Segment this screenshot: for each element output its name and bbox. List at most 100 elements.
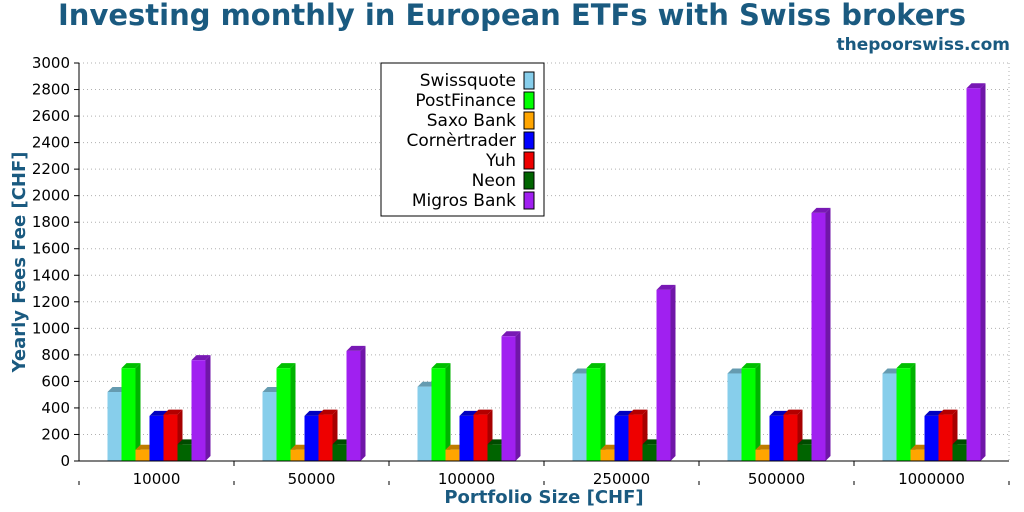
y-tick-label: 1000 — [32, 319, 70, 337]
bar-front — [896, 368, 911, 461]
bar-front — [797, 444, 812, 461]
bar-front — [600, 449, 615, 461]
y-tick-label: 200 — [41, 425, 70, 443]
bar-top — [276, 363, 296, 369]
bar-top — [473, 409, 493, 415]
legend-swatch — [523, 151, 535, 170]
bar-front — [882, 373, 897, 461]
bar-front — [769, 415, 784, 461]
bar — [473, 409, 493, 461]
y-tick-label: 2200 — [32, 160, 70, 178]
bar-front — [910, 449, 925, 461]
y-tick-label: 3000 — [32, 54, 70, 72]
bar-front — [135, 449, 150, 461]
bar — [501, 331, 521, 461]
bar-front — [656, 289, 671, 461]
bar-front — [966, 88, 981, 461]
y-tick-label: 0 — [60, 452, 70, 470]
bar-front — [191, 360, 206, 461]
x-axis-label: Portfolio Size [CHF] — [444, 487, 643, 508]
bar-top — [896, 363, 916, 369]
bar-front — [642, 444, 657, 461]
bar-front — [938, 414, 953, 461]
bar-top — [783, 409, 803, 415]
bar-front — [783, 414, 798, 461]
bar-front — [121, 368, 136, 461]
bar — [938, 409, 958, 461]
bar-front — [177, 444, 192, 461]
bar-front — [445, 449, 460, 461]
bar-side — [515, 331, 521, 461]
bar-front — [487, 444, 502, 461]
y-tick-label: 2800 — [32, 81, 70, 99]
bar-side — [205, 355, 211, 461]
x-tick-label: 500000 — [748, 470, 805, 488]
bar-front — [755, 449, 770, 461]
y-tick-label: 800 — [41, 346, 70, 364]
y-tick-label: 1600 — [32, 240, 70, 258]
site-watermark: thepoorswiss.com — [836, 35, 1011, 55]
bar-top — [318, 409, 338, 415]
y-tick-label: 400 — [41, 399, 70, 417]
bar-top — [586, 363, 606, 369]
bar — [346, 345, 366, 461]
bar-front — [304, 415, 319, 461]
chart-title: Investing monthly in European ETFs with … — [58, 0, 966, 32]
bar — [966, 83, 986, 461]
bar-front — [262, 392, 277, 461]
x-tick-label: 10000 — [133, 470, 181, 488]
bar-front — [107, 392, 122, 461]
legend-label: Saxo Bank — [427, 111, 516, 131]
bar-side — [910, 363, 916, 461]
y-tick-label: 2600 — [32, 107, 70, 125]
legend-swatch — [523, 191, 535, 210]
bar-top — [191, 355, 211, 361]
bar-top — [163, 409, 183, 415]
bar-front — [741, 368, 756, 461]
bar-top — [811, 207, 831, 213]
bar-front — [586, 368, 601, 461]
bar — [811, 207, 831, 461]
bar-top — [741, 363, 761, 369]
bars — [107, 83, 986, 461]
bar-top — [656, 284, 676, 290]
legend-swatch — [523, 71, 535, 90]
x-tick-label: 250000 — [593, 470, 650, 488]
legend-label: Swissquote — [420, 71, 516, 91]
bar-front — [459, 415, 474, 461]
bar — [656, 284, 676, 461]
bar — [121, 363, 141, 461]
y-tick-label: 2400 — [32, 134, 70, 152]
bar-side — [360, 345, 366, 461]
bar-side — [445, 363, 451, 461]
bar-top — [938, 409, 958, 415]
x-tick-label: 1000000 — [898, 470, 965, 488]
bar-front — [811, 212, 826, 461]
bar-front — [276, 368, 291, 461]
x-tick-label: 100000 — [438, 470, 495, 488]
bar — [163, 409, 183, 461]
bar-front — [572, 373, 587, 461]
bar-front — [417, 386, 432, 461]
bar — [628, 409, 648, 461]
y-tick-label: 1200 — [32, 293, 70, 311]
bar-front — [952, 444, 967, 461]
bar-front — [163, 414, 178, 461]
bar-side — [825, 207, 831, 461]
legend-swatch — [523, 91, 535, 110]
bar-side — [290, 363, 296, 461]
bar-front — [346, 350, 361, 461]
legend-label: Yuh — [485, 151, 516, 171]
y-tick-label: 1800 — [32, 213, 70, 231]
bar-top — [431, 363, 451, 369]
bar-front — [924, 415, 939, 461]
bar — [191, 355, 211, 461]
bar-side — [600, 363, 606, 461]
bar-front — [614, 415, 629, 461]
legend-swatch — [523, 111, 535, 130]
bar-side — [980, 83, 986, 461]
bar — [741, 363, 761, 461]
bar-side — [755, 363, 761, 461]
